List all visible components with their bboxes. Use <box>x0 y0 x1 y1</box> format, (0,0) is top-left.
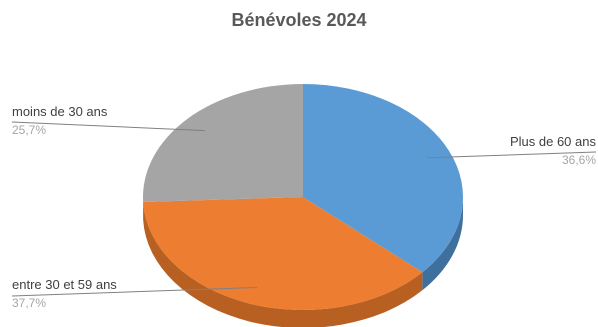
leader-line <box>11 286 258 297</box>
leader-line <box>11 121 205 132</box>
slice-label: Plus de 60 ans <box>510 134 597 149</box>
pie-slice-side <box>422 197 463 291</box>
leader-line <box>427 151 597 159</box>
slice-label: entre 30 et 59 ans <box>12 277 117 292</box>
slice-value-label: 36,6% <box>562 153 596 167</box>
chart-title: Bénévoles 2024 <box>231 10 367 30</box>
pie-slice <box>143 197 423 310</box>
slice-label: moins de 30 ans <box>12 104 108 119</box>
pie-slice <box>303 84 463 273</box>
pie-slice-side <box>143 201 423 327</box>
pie-slice <box>143 84 303 202</box>
slice-value-label: 37,7% <box>12 296 46 310</box>
slice-value-label: 25,7% <box>12 123 46 137</box>
